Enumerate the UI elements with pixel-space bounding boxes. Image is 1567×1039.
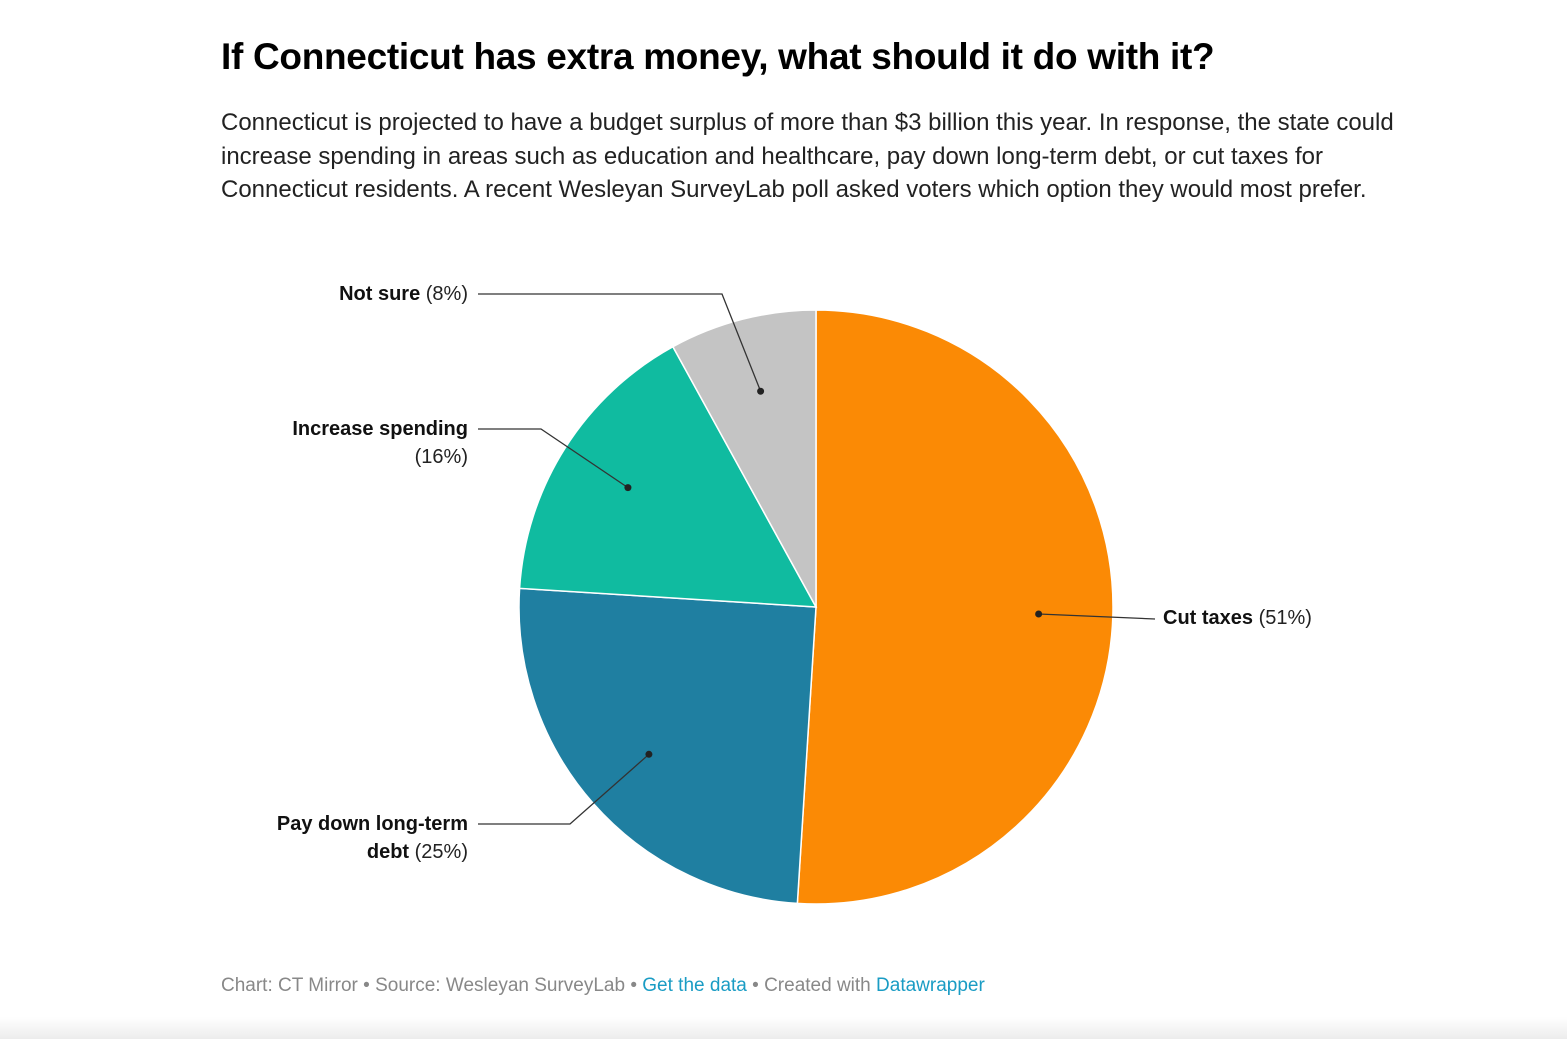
pie-slice (518, 587, 817, 905)
leader-line (478, 428, 629, 489)
leader-line (1038, 613, 1156, 620)
pie-slice (796, 309, 1114, 905)
leader-line (478, 753, 650, 825)
slice-label: Not sure (8%) (238, 280, 468, 308)
slice-label: Increase spending (16%) (238, 415, 468, 471)
footer: Chart: CT Mirror • Source: Wesleyan Surv… (221, 975, 985, 997)
category-name: Not sure (339, 283, 421, 305)
separator: • (363, 975, 370, 996)
data-link[interactable]: Get the data (642, 975, 747, 996)
separator: • (630, 975, 637, 996)
value-label: (16%) (414, 446, 468, 468)
leader-dot (624, 484, 632, 492)
leader-dot (645, 750, 653, 758)
separator: • (752, 975, 759, 996)
tool-link[interactable]: Datawrapper (876, 975, 985, 996)
leader-dot (757, 387, 765, 395)
pie-slice (518, 345, 818, 608)
leader-line (478, 293, 762, 392)
bottom-shade (0, 1017, 1567, 1039)
leader-dot (1035, 610, 1043, 618)
created-with: Created with (764, 975, 871, 996)
value-label: (51%) (1258, 607, 1312, 629)
slice-label: Cut taxes (51%) (1163, 604, 1312, 632)
value-label: (25%) (414, 841, 468, 863)
chart-subtitle: Connecticut is projected to have a budge… (221, 109, 1394, 203)
category-name: Cut taxes (1163, 607, 1254, 629)
value-label: (8%) (425, 283, 468, 305)
source: Source: Wesleyan SurveyLab (375, 975, 626, 996)
chart-title: If Connecticut has extra money, what sho… (221, 36, 1215, 77)
category-name: Pay down long-term debt (276, 813, 468, 863)
credit: Chart: CT Mirror (221, 975, 358, 996)
slice-label: Pay down long-term debt (25%) (238, 810, 468, 866)
category-name: Increase spending (292, 418, 468, 440)
pie-slice (671, 309, 817, 608)
